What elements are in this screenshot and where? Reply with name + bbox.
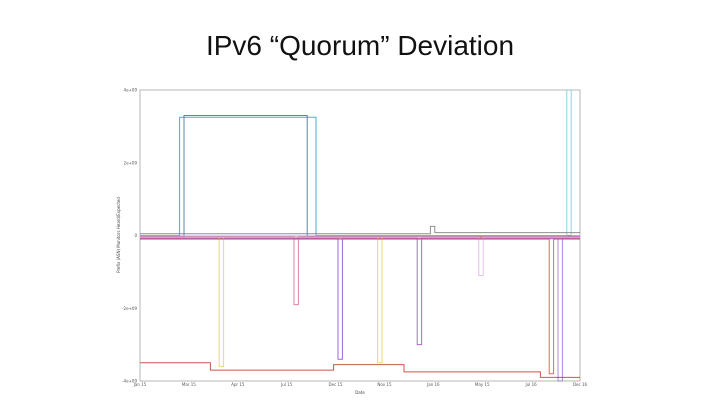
series-line-7 bbox=[140, 362, 580, 378]
y-tick-label: 2e+09 bbox=[124, 160, 138, 165]
series-line-8 bbox=[140, 236, 580, 367]
x-tick-label: Jan 15 bbox=[133, 382, 147, 387]
y-tick-label: 4e+09 bbox=[124, 88, 138, 93]
x-tick-label: Jul 15 bbox=[280, 382, 293, 387]
x-tick-label: Mar 15 bbox=[182, 382, 196, 387]
x-axis-label: Date bbox=[355, 390, 365, 395]
x-tick-label: May 15 bbox=[475, 382, 490, 387]
series-line-9 bbox=[140, 225, 580, 235]
y-tick-label: 0 bbox=[134, 233, 137, 238]
slide-title: IPv6 “Quorum” Deviation bbox=[205, 30, 515, 61]
x-tick-label: Apr 15 bbox=[231, 382, 245, 387]
y-tick-label: -4e+09 bbox=[122, 379, 137, 384]
series-line-10 bbox=[140, 236, 580, 306]
y-axis-label: Prefix (ASN) Monitors Heard/Expected bbox=[116, 197, 121, 273]
x-tick-label: Nov 15 bbox=[377, 382, 392, 387]
series-line-6 bbox=[140, 89, 580, 237]
series-line-12 bbox=[140, 238, 580, 375]
series-line-4 bbox=[140, 237, 580, 346]
series-line-1 bbox=[140, 116, 580, 236]
x-tick-label: Dec 15 bbox=[329, 382, 344, 387]
series-line-11 bbox=[140, 236, 580, 276]
y-ticks: 4e+09 2e+09 0 -2e+09 -4e+09 bbox=[122, 88, 137, 384]
x-tick-label: Dec 16 bbox=[573, 382, 588, 387]
series-line-3 bbox=[140, 237, 580, 360]
y-tick-label: -2e+09 bbox=[122, 306, 137, 311]
series-line-5 bbox=[140, 238, 580, 382]
x-tick-label: Jul 16 bbox=[525, 382, 538, 387]
x-ticks: Jan 15 Mar 15 Apr 15 Jul 15 Dec 15 Nov 15 Jan … bbox=[133, 382, 588, 387]
series-layer bbox=[140, 89, 580, 382]
x-tick-label: Jan 16 bbox=[426, 382, 440, 387]
series-line-2 bbox=[140, 115, 580, 237]
